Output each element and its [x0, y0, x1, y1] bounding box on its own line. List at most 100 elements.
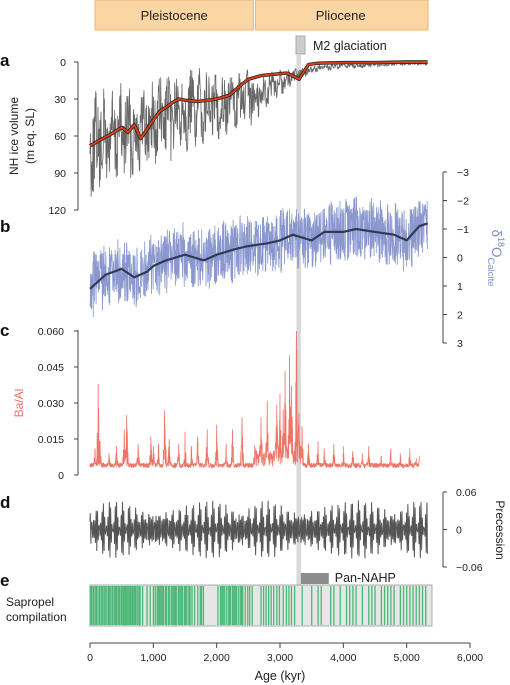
sapropel-bar-123: [383, 586, 386, 625]
sapropel-bar-60: [180, 586, 182, 625]
sapropel-bar-8: [100, 586, 102, 625]
sapropel-bar-106: [293, 586, 296, 625]
panel-b-ylabel-delta: δ: [489, 229, 504, 237]
sapropel-bar-91: [247, 586, 249, 625]
sapropel-bar-59: [179, 586, 181, 625]
sapropel-bar-31: [131, 586, 133, 625]
panel-c-tick-label-2: 0.030: [38, 398, 64, 410]
panel-c-tick-label-1: 0.045: [38, 362, 64, 374]
sapropel-bar-113: [339, 586, 341, 625]
sapropel-bar-109: [317, 586, 319, 625]
sapropel-bar-46: [160, 586, 162, 625]
sapropel-bar-131: [412, 586, 414, 625]
m2-legend-swatch: [295, 35, 306, 55]
sapropel-bar-117: [355, 586, 357, 625]
x-tick-label-1: 1,000: [140, 652, 166, 664]
x-tick-label-4: 4,000: [330, 652, 356, 664]
sapropel-bar-129: [406, 586, 408, 625]
panel-a-tick-label-3: 90: [54, 168, 66, 180]
pan-nahp-label: Pan-NAHP: [335, 571, 396, 585]
sapropel-bar-18: [114, 586, 117, 625]
sapropel-bar-47: [161, 586, 163, 625]
panel-d-tick-label-2: −0.06: [456, 562, 483, 574]
sapropel-bar-10: [103, 586, 105, 625]
x-tick-label-2: 2,000: [204, 652, 230, 664]
panel-b-tick-label-3: 0: [457, 253, 463, 265]
sapropel-bar-72: [202, 586, 205, 625]
sapropel-bar-23: [121, 586, 123, 625]
sapropel-bar-4: [94, 586, 96, 625]
sapropel-bar-75: [221, 586, 223, 625]
sapropel-bar-57: [176, 586, 178, 625]
panel-b-tick-label-4: 1: [457, 281, 463, 293]
panel-c-ba-al-series: [89, 330, 420, 470]
sapropel-bar-26: [124, 586, 127, 625]
panel-a-raw-series: [89, 60, 428, 197]
panel-c-ba-al: 0.060 0.045 0.030 0.015 0 Ba/Al: [12, 326, 420, 482]
panel-c-tick-label-3: 0.015: [38, 434, 64, 446]
sapropel-bar-53: [171, 586, 173, 625]
sapropel-bar-19: [116, 586, 118, 625]
panel-letter-c: c: [0, 321, 9, 340]
panel-b-tick-label-1: −2: [457, 196, 469, 208]
sapropel-bar-114: [345, 586, 348, 625]
x-tick-label-6: 6,000: [457, 652, 483, 664]
panel-b-tick-label-2: −1: [457, 224, 469, 236]
sapropel-bar-125: [390, 586, 392, 625]
sapropel-bar-7: [98, 586, 101, 625]
sapropel-bar-81: [230, 586, 232, 625]
sapropel-bar-78: [225, 586, 227, 625]
panel-letter-d: d: [0, 493, 10, 512]
sapropel-bar-121: [374, 586, 376, 625]
sapropel-bar-126: [393, 586, 395, 625]
panel-c-tick-label-4: 0: [58, 470, 64, 482]
epoch-box-pleistocene: [94, 0, 254, 31]
sapropel-bar-9: [101, 586, 104, 625]
sapropel-bar-32: [132, 586, 134, 625]
sapropel-bar-21: [118, 586, 121, 625]
sapropel-bar-3: [92, 586, 95, 625]
sapropel-bar-83: [233, 586, 235, 625]
sapropel-bar-29: [128, 586, 130, 625]
panel-b-ylabel-o: O: [489, 247, 504, 258]
x-tick-label-0: 0: [87, 652, 93, 664]
sapropel-bar-64: [186, 586, 188, 625]
sapropel-bar-88: [240, 586, 243, 625]
sapropel-bar-38: [141, 586, 144, 625]
sapropel-bar-24: [122, 586, 124, 625]
panel-c-tick-label-0: 0.060: [38, 326, 64, 338]
sapropel-bar-50: [166, 586, 168, 625]
epoch-box-pliocene: [254, 0, 429, 31]
x-tick-label-3: 3,000: [267, 652, 293, 664]
panel-letter-b: b: [0, 217, 10, 236]
panel-d-precession: 0.06 0 −0.06 Precession: [89, 487, 507, 574]
sapropel-bar-40: [149, 586, 151, 625]
sapropel-bar-12: [106, 586, 108, 625]
sapropel-bar-51: [167, 586, 170, 625]
sapropel-bar-41: [152, 586, 155, 625]
sapropel-bar-93: [251, 586, 253, 625]
sapropel-bar-1: [90, 586, 92, 625]
sapropel-bar-68: [193, 586, 196, 625]
sapropel-bar-84: [234, 586, 236, 625]
sapropel-bar-116: [352, 586, 354, 625]
sapropel-bar-56: [174, 586, 177, 625]
sapropel-bar-105: [290, 586, 293, 625]
sapropel-bar-82: [231, 586, 234, 625]
panel-letter-e: e: [0, 571, 9, 590]
sapropel-bar-95: [262, 586, 265, 625]
sapropel-bar-14: [109, 586, 111, 625]
sapropel-bar-17: [113, 586, 115, 625]
sapropel-bar-11: [104, 586, 106, 625]
panel-a-tick-label-0: 0: [60, 57, 66, 69]
panel-a-smoothed-line: [89, 61, 428, 147]
sapropel-bar-102: [282, 586, 284, 625]
sapropel-bar-110: [320, 586, 322, 625]
sapropel-bar-99: [273, 586, 275, 625]
sapropel-bar-44: [157, 586, 160, 625]
panel-b-tick-label-5: 2: [457, 310, 463, 322]
sapropel-bar-55: [173, 586, 175, 625]
sapropel-bar-96: [265, 586, 267, 625]
sapropel-bar-111: [330, 586, 332, 625]
